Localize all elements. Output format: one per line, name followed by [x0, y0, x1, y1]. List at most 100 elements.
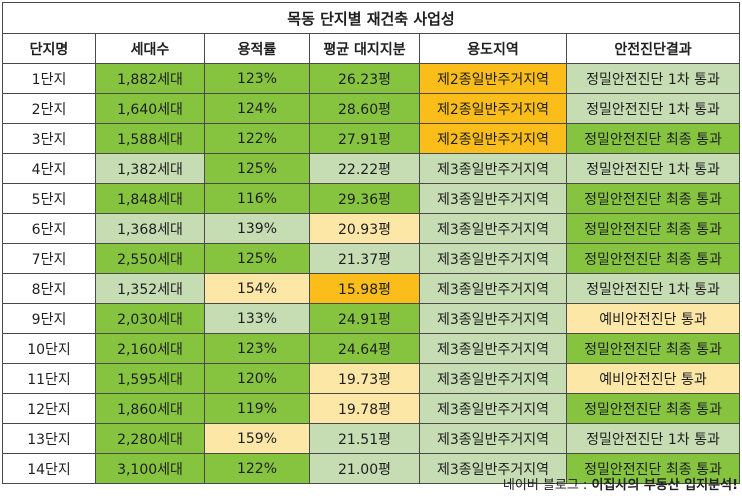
cell-floor-area-ratio: 122% — [204, 123, 310, 154]
footer-blog-name: 이집사의 부동산 입지분석! — [591, 478, 738, 493]
title-row: 목동 단지별 재건축 사업성 — [2, 2, 740, 34]
cell-floor-area-ratio: 123% — [204, 63, 310, 94]
table-row: 2단지 1,640세대 124% 28.60평 제2종일반주거지역 정밀안전진단 1차 통… — [2, 93, 740, 124]
cell-safety-result: 정밀안전진단 최종 통과 — [566, 453, 740, 484]
cell-zoning: 제3종일반주거지역 — [419, 423, 567, 454]
cell-floor-area-ratio: 122% — [204, 453, 310, 484]
cell-complex: 9단지 — [2, 303, 96, 334]
cell-floor-area-ratio: 119% — [204, 393, 310, 424]
cell-land-share: 21.00평 — [309, 453, 420, 484]
table-row: 9단지 2,030세대 133% 24.91평 제3종일반주거지역 예비안전진단 통과 — [2, 303, 740, 334]
cell-safety-result: 정밀안전진단 최종 통과 — [566, 333, 740, 364]
cell-households: 1,368세대 — [95, 213, 205, 244]
cell-floor-area-ratio: 159% — [204, 423, 310, 454]
header-safety-result: 안전진단결과 — [566, 33, 740, 64]
cell-complex: 12단지 — [2, 393, 96, 424]
cell-complex: 6단지 — [2, 213, 96, 244]
cell-safety-result: 예비안전진단 통과 — [566, 363, 740, 394]
cell-land-share: 21.51평 — [309, 423, 420, 454]
cell-floor-area-ratio: 124% — [204, 93, 310, 124]
table-row: 11단지 1,595세대 120% 19.73평 제3종일반주거지역 예비안전진단 통과 — [2, 363, 740, 394]
cell-households: 1,848세대 — [95, 183, 205, 214]
header-zoning: 용도지역 — [419, 33, 567, 64]
footer-credit: 네이버 블로그 : 이집사의 부동산 입지분석! — [503, 474, 738, 493]
cell-households: 1,640세대 — [95, 93, 205, 124]
cell-floor-area-ratio: 154% — [204, 273, 310, 304]
cell-land-share: 21.37평 — [309, 243, 420, 274]
table-row: 6단지 1,368세대 139% 20.93평 제3종일반주거지역 정밀안전진단 최종 통… — [2, 213, 740, 244]
cell-safety-result: 정밀안전진단 최종 통과 — [566, 393, 740, 424]
cell-safety-result: 정밀안전진단 1차 통과 — [566, 273, 740, 304]
footer-prefix: 네이버 블로그 : — [502, 478, 592, 493]
cell-complex: 4단지 — [2, 153, 96, 184]
cell-floor-area-ratio: 125% — [204, 153, 310, 184]
cell-complex: 1단지 — [2, 63, 96, 94]
cell-complex: 3단지 — [2, 123, 96, 154]
cell-zoning: 제2종일반주거지역 — [419, 123, 567, 154]
cell-households: 1,860세대 — [95, 393, 205, 424]
cell-land-share: 29.36평 — [309, 183, 420, 214]
cell-complex: 14단지 — [2, 453, 96, 484]
cell-safety-result: 정밀안전진단 최종 통과 — [566, 243, 740, 274]
table-row: 12단지 1,860세대 119% 19.78평 제3종일반주거지역 정밀안전진단 최종 … — [2, 393, 740, 424]
cell-households: 1,595세대 — [95, 363, 205, 394]
cell-floor-area-ratio: 123% — [204, 333, 310, 364]
cell-households: 1,382세대 — [95, 153, 205, 184]
cell-households: 2,280세대 — [95, 423, 205, 454]
cell-households: 1,588세대 — [95, 123, 205, 154]
table-row: 8단지 1,352세대 154% 15.98평 제3종일반주거지역 정밀안전진단 1차 통… — [2, 273, 740, 304]
cell-safety-result: 정밀안전진단 최종 통과 — [566, 123, 740, 154]
cell-households: 3,100세대 — [95, 453, 205, 484]
cell-land-share: 28.60평 — [309, 93, 420, 124]
cell-households: 1,882세대 — [95, 63, 205, 94]
cell-complex: 5단지 — [2, 183, 96, 214]
cell-floor-area-ratio: 120% — [204, 363, 310, 394]
cell-floor-area-ratio: 125% — [204, 243, 310, 274]
cell-land-share: 19.73평 — [309, 363, 420, 394]
cell-complex: 7단지 — [2, 243, 96, 274]
cell-land-share: 20.93평 — [309, 213, 420, 244]
cell-zoning: 제3종일반주거지역 — [419, 273, 567, 304]
table-title: 목동 단지별 재건축 사업성 — [2, 2, 740, 34]
header-land-share: 평균 대지지분 — [309, 33, 420, 64]
cell-households: 2,550세대 — [95, 243, 205, 274]
cell-land-share: 22.22평 — [309, 153, 420, 184]
cell-safety-result: 정밀안전진단 1차 통과 — [566, 153, 740, 184]
cell-floor-area-ratio: 116% — [204, 183, 310, 214]
cell-safety-result: 정밀안전진단 1차 통과 — [566, 423, 740, 454]
cell-safety-result: 정밀안전진단 1차 통과 — [566, 93, 740, 124]
cell-safety-result: 정밀안전진단 최종 통과 — [566, 213, 740, 244]
cell-land-share: 24.91평 — [309, 303, 420, 334]
cell-zoning: 제2종일반주거지역 — [419, 63, 567, 94]
cell-floor-area-ratio: 133% — [204, 303, 310, 334]
cell-land-share: 24.64평 — [309, 333, 420, 364]
cell-safety-result: 정밀안전진단 최종 통과 — [566, 183, 740, 214]
cell-land-share: 26.23평 — [309, 63, 420, 94]
table-row: 13단지 2,280세대 159% 21.51평 제3종일반주거지역 정밀안전진단 1차 … — [2, 423, 740, 454]
table-row: 10단지 2,160세대 123% 24.64평 제3종일반주거지역 정밀안전진단 최종 … — [2, 333, 740, 364]
header-floor-area-ratio: 용적률 — [204, 33, 310, 64]
cell-zoning: 제3종일반주거지역 — [419, 333, 567, 364]
redevelopment-table-container: 목동 단지별 재건축 사업성 단지명 세대수 용적률 평균 대지지분 용도지역 … — [2, 2, 740, 484]
table-row: 1단지 1,882세대 123% 26.23평 제2종일반주거지역 정밀안전진단 1차 통… — [2, 63, 740, 94]
cell-zoning: 제2종일반주거지역 — [419, 93, 567, 124]
cell-land-share: 27.91평 — [309, 123, 420, 154]
cell-complex: 10단지 — [2, 333, 96, 364]
header-complex: 단지명 — [2, 33, 96, 64]
cell-complex: 2단지 — [2, 93, 96, 124]
cell-zoning: 제3종일반주거지역 — [419, 243, 567, 274]
cell-zoning: 제3종일반주거지역 — [419, 363, 567, 394]
cell-zoning: 제3종일반주거지역 — [419, 453, 567, 484]
cell-safety-result: 예비안전진단 통과 — [566, 303, 740, 334]
table-row: 4단지 1,382세대 125% 22.22평 제3종일반주거지역 정밀안전진단 1차 통… — [2, 153, 740, 184]
redevelopment-table: 목동 단지별 재건축 사업성 단지명 세대수 용적률 평균 대지지분 용도지역 … — [2, 2, 740, 484]
cell-floor-area-ratio: 139% — [204, 213, 310, 244]
cell-complex: 13단지 — [2, 423, 96, 454]
header-households: 세대수 — [95, 33, 205, 64]
table-row: 7단지 2,550세대 125% 21.37평 제3종일반주거지역 정밀안전진단 최종 통… — [2, 243, 740, 274]
cell-complex: 11단지 — [2, 363, 96, 394]
cell-safety-result: 정밀안전진단 1차 통과 — [566, 63, 740, 94]
table-row: 14단지 3,100세대 122% 21.00평 제3종일반주거지역 정밀안전진단 최종 … — [2, 453, 740, 484]
cell-land-share: 15.98평 — [309, 273, 420, 304]
cell-complex: 8단지 — [2, 273, 96, 304]
